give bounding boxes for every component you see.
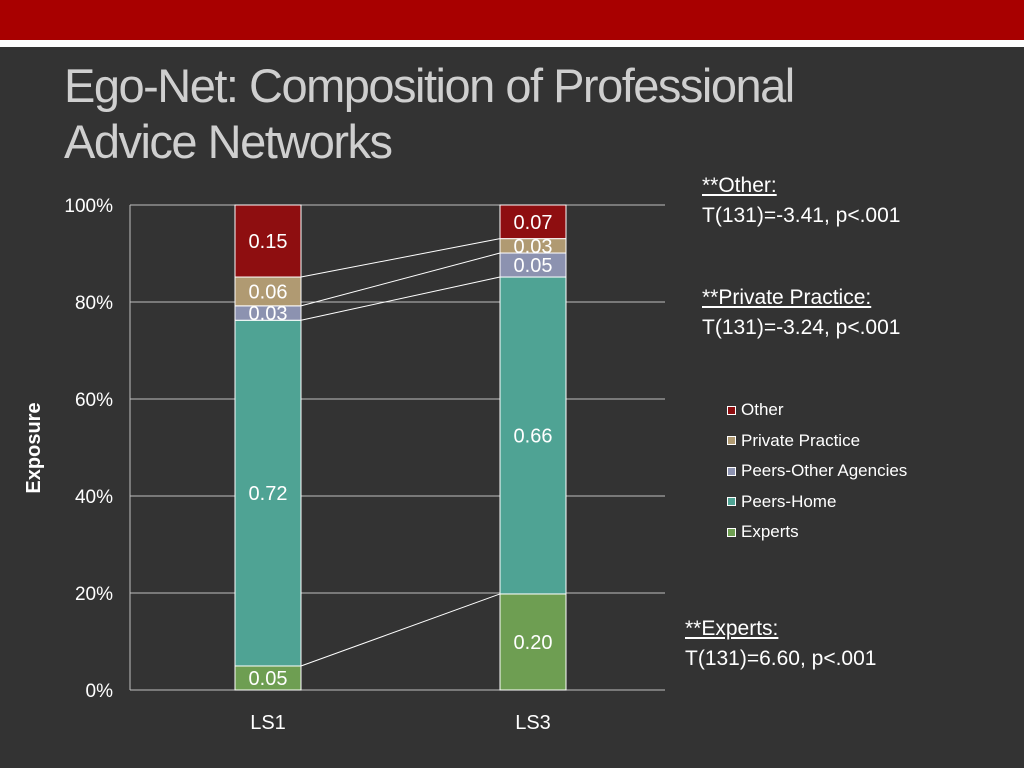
legend-item: Peers-Home <box>727 487 907 518</box>
note-private-practice-body: T(131)=-3.24, p<.001 <box>702 316 901 339</box>
slide-title: Ego-Net: Composition of Professional Adv… <box>64 59 795 168</box>
legend-label: Peers-Other Agencies <box>741 461 908 481</box>
bar-segment <box>234 276 302 307</box>
header-divider <box>0 40 1024 47</box>
series-line <box>300 593 501 667</box>
bar-segment <box>234 665 302 691</box>
y-tick-label: 100% <box>64 196 113 217</box>
note-other-head: **Other: <box>702 174 777 197</box>
data-label: 0.72 <box>249 483 288 505</box>
data-label: 0.03 <box>514 236 553 258</box>
data-label: 0.15 <box>249 231 288 253</box>
x-tick-label: LS1 <box>250 712 286 734</box>
note-experts: **Experts: T(131)=6.60, p<.001 <box>685 614 876 674</box>
legend-item: Other <box>727 395 907 426</box>
bar-segment <box>499 252 567 278</box>
legend-swatch <box>727 527 736 537</box>
data-label: 0.20 <box>514 632 553 654</box>
series-line <box>300 276 501 321</box>
note-experts-head: **Experts: <box>685 617 779 640</box>
legend-swatch <box>727 436 736 446</box>
data-label: 0.03 <box>249 303 288 325</box>
bar-segment <box>499 276 567 595</box>
header-bar <box>0 0 1024 40</box>
data-label: 0.07 <box>514 212 553 234</box>
legend-label: Other <box>741 400 784 420</box>
legend-label: Experts <box>741 522 799 542</box>
data-label: 0.05 <box>249 668 288 690</box>
data-label: 0.05 <box>514 255 553 277</box>
bar-segment <box>499 204 567 240</box>
y-tick-label: 80% <box>75 293 113 314</box>
bar-segment <box>234 319 302 667</box>
y-tick-label: 40% <box>75 487 113 508</box>
legend-swatch <box>727 466 736 476</box>
note-private-practice-head: **Private Practice: <box>702 286 872 309</box>
legend-item: Private Practice <box>727 426 907 457</box>
legend-swatch <box>727 405 736 415</box>
legend-label: Peers-Home <box>741 491 837 511</box>
x-tick-label: LS3 <box>515 712 551 734</box>
chart-legend: Other Private Practice Peers-Other Agencie… <box>727 395 907 548</box>
legend-item: Experts <box>727 517 907 548</box>
data-label: 0.66 <box>514 425 553 447</box>
bar-segment <box>499 593 567 691</box>
legend-swatch <box>727 497 736 507</box>
note-private-practice: **Private Practice: T(131)=-3.24, p<.001 <box>702 283 900 343</box>
legend-item: Peers-Other Agencies <box>727 456 907 487</box>
bar-segment <box>234 204 302 278</box>
note-other: **Other: T(131)=-3.41, p<.001 <box>702 171 900 231</box>
series-line <box>300 238 501 278</box>
y-tick-label: 0% <box>86 681 114 702</box>
y-axis-label: Exposure <box>23 402 45 493</box>
data-label: 0.06 <box>249 281 288 303</box>
series-line <box>300 252 501 307</box>
note-other-body: T(131)=-3.41, p<.001 <box>702 204 901 227</box>
y-tick-label: 20% <box>75 584 113 605</box>
legend-label: Private Practice <box>741 430 861 450</box>
y-tick-label: 60% <box>75 390 113 411</box>
note-experts-body: T(131)=6.60, p<.001 <box>685 647 877 670</box>
